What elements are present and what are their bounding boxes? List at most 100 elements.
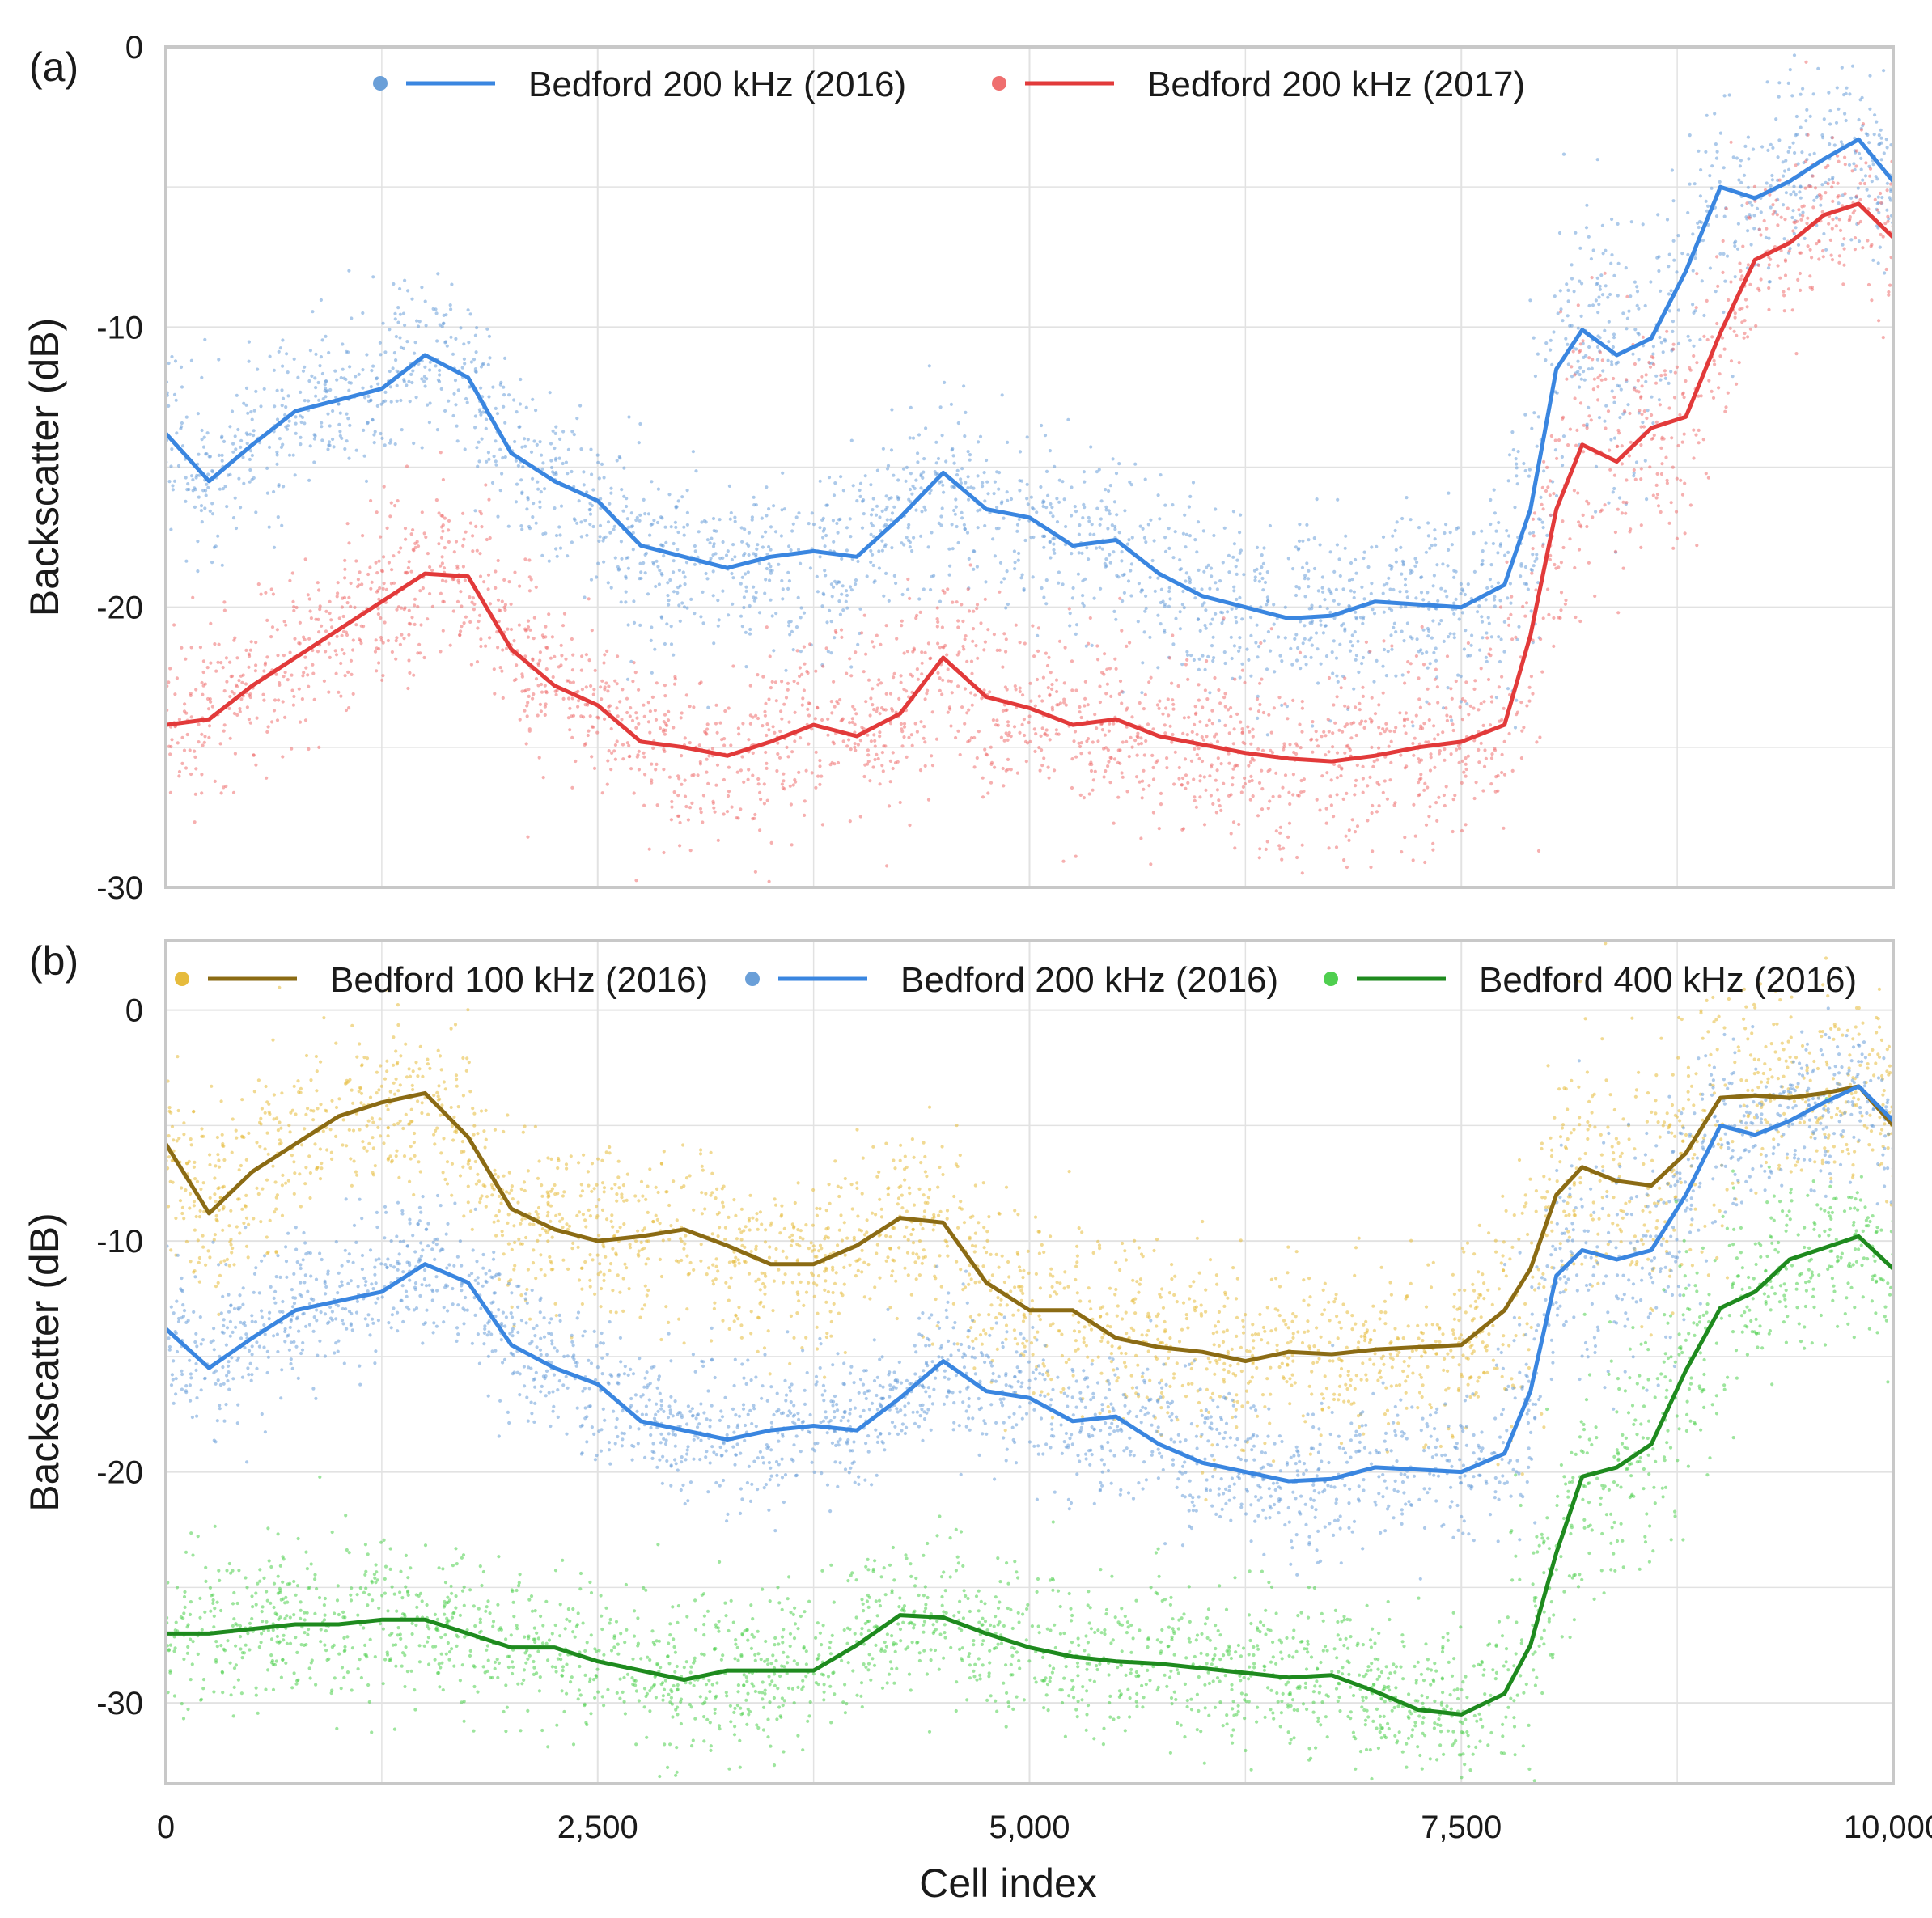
scatter-point [938,599,943,603]
scatter-point [1280,857,1284,862]
scatter-point [1369,865,1373,870]
scatter-point [743,552,747,556]
scatter-point [173,692,177,696]
scatter-point [1082,796,1086,800]
scatter-point [1591,358,1595,362]
scatter-point [595,575,599,579]
scatter-point [1811,92,1815,96]
scatter-point [1091,740,1095,744]
scatter-point [1137,742,1141,746]
scatter-point [1370,582,1374,586]
scatter-point [1606,358,1610,362]
scatter-point [216,660,220,664]
scatter-point [377,661,381,665]
scatter-point [1256,694,1260,699]
scatter-point [1294,633,1299,637]
scatter-point [1127,538,1131,542]
scatter-point [976,474,980,478]
scatter-point [1159,622,1163,626]
scatter-point [888,759,892,764]
scatter-point [1254,641,1258,645]
scatter-point [200,375,204,379]
scatter-point [729,743,733,747]
scatter-point [189,646,193,650]
scatter-point [985,480,989,484]
scatter-point [1590,276,1594,280]
scatter-point [248,468,252,472]
scatter-point [900,624,904,628]
scatter-point [390,568,394,572]
scatter-point [1239,790,1244,794]
scatter-point [849,665,854,669]
scatter-point [785,745,789,750]
scatter-point [765,722,769,726]
scatter-point [1330,650,1334,654]
scatter-point [922,587,926,591]
scatter-point [1187,575,1191,580]
scatter-point [1817,239,1821,243]
scatter-point [444,313,448,317]
scatter-point [1435,563,1439,567]
scatter-point [1020,573,1024,577]
scatter-point [302,635,306,639]
scatter-point [1639,467,1643,471]
scatter-point [1250,778,1254,783]
scatter-point [279,445,283,450]
scatter-point [343,567,347,571]
scatter-point [1654,483,1659,488]
scatter-point [1574,347,1578,351]
scatter-point [441,529,445,533]
scatter-point [1634,389,1638,393]
scatter-point [820,518,824,523]
scatter-point [435,339,439,343]
scatter-point [1853,209,1857,213]
scatter-point [1479,701,1483,706]
scatter-point [231,790,236,795]
scatter-point [1107,489,1111,493]
scatter-point [1755,206,1760,210]
scatter-point [1090,523,1094,527]
scatter-point [625,504,629,509]
scatter-point [1248,798,1252,802]
scatter-point [1472,706,1476,710]
scatter-point [995,718,999,722]
scatter-point [845,526,849,530]
scatter-point [672,559,676,563]
scatter-point [1487,652,1491,656]
scatter-point [1520,729,1524,733]
scatter-point [298,720,303,724]
scatter-point [705,538,710,542]
scatter-point [1366,565,1371,569]
scatter-point [463,447,467,451]
scatter-point [1021,693,1025,697]
scatter-point [193,820,197,824]
scatter-point [1100,728,1104,732]
scatter-point [1248,707,1252,711]
scatter-point [1122,591,1126,595]
scatter-point [1452,632,1456,636]
scatter-point [1402,717,1407,722]
scatter-point [1197,667,1201,672]
scatter-point [381,641,385,645]
scatter-point [1260,787,1265,791]
scatter-point [1887,290,1891,294]
scatter-point [1535,444,1539,448]
scatter-point [998,590,1002,594]
scatter-point [1510,595,1514,599]
scatter-point [540,690,544,694]
scatter-point [1256,747,1260,752]
scatter-point [167,744,172,748]
scatter-point [443,516,447,520]
scatter-point [653,709,658,713]
scatter-point [727,613,731,617]
scatter-point [833,762,837,766]
scatter-point [1457,760,1461,765]
scatter-point [1256,716,1260,721]
scatter-point [1561,434,1566,438]
scatter-point [968,563,972,567]
scatter-point [1604,377,1608,381]
scatter-point [698,807,703,811]
scatter-point [650,480,654,484]
scatter-point [1103,733,1107,737]
scatter-point [247,652,251,656]
